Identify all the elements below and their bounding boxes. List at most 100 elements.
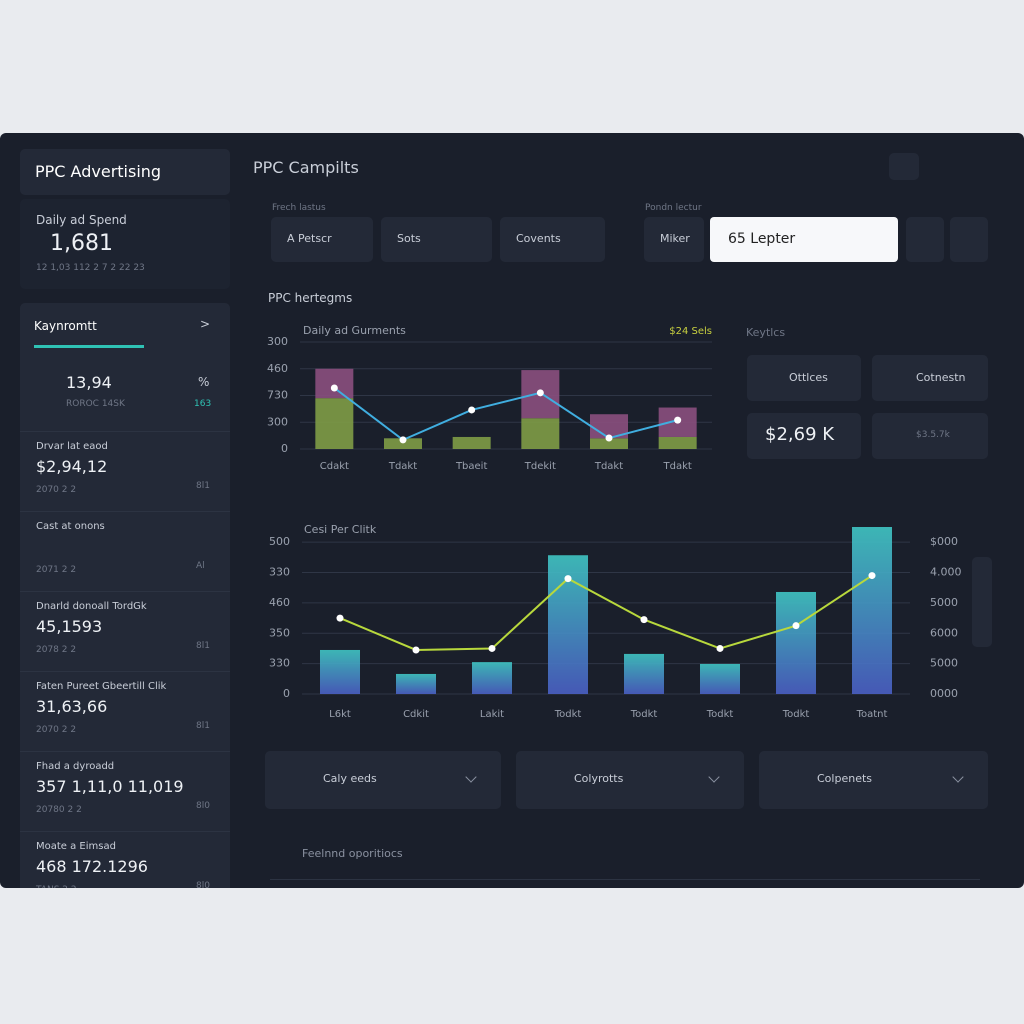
point bbox=[536, 389, 544, 397]
item-label: Dnarld donoall TordGk bbox=[36, 601, 147, 612]
item-badge: 8l0 bbox=[196, 881, 210, 888]
y-tick-label: 730 bbox=[267, 389, 288, 402]
line bbox=[339, 574, 873, 651]
bottom-card[interactable]: Caly eeds bbox=[265, 751, 501, 809]
selected-text: 65 Lepter bbox=[728, 231, 796, 247]
value: $3.5.7k bbox=[916, 430, 950, 440]
bar bbox=[521, 418, 560, 449]
brand: PPC Advertising bbox=[20, 149, 230, 195]
brand-title: PPC Advertising bbox=[35, 162, 162, 181]
divider bbox=[20, 751, 230, 752]
note: ROROC 14SK bbox=[66, 399, 125, 409]
dropdown[interactable]: A Petscr bbox=[271, 217, 373, 262]
bar bbox=[624, 653, 664, 694]
y-tick-label: 0 bbox=[281, 442, 288, 455]
bar bbox=[315, 368, 354, 399]
bar bbox=[776, 591, 816, 694]
x-tick-label: Todkt bbox=[782, 709, 810, 720]
note: 12 1,03 112 2 7 2 22 23 bbox=[36, 263, 145, 273]
card-text: Colyrotts bbox=[574, 772, 624, 785]
item-value: 45,1593 bbox=[36, 617, 103, 636]
y2-tick-label: 0000 bbox=[930, 687, 958, 700]
metrics-card: Kaynromtt > 13,94 % ROROC 14SK 163 Drvar… bbox=[20, 303, 230, 888]
selected-dropdown[interactable]: 65 Lepter bbox=[710, 217, 898, 262]
bar bbox=[590, 438, 628, 449]
y-tick-label: 330 bbox=[269, 657, 290, 670]
point bbox=[399, 436, 407, 444]
panel-card[interactable]: Ottlces bbox=[747, 355, 861, 401]
y-tick-label: 300 bbox=[267, 415, 288, 428]
panel-title: Keytlcs bbox=[746, 326, 786, 339]
item-label: Fhad a dyroadd bbox=[36, 761, 115, 772]
search-button[interactable] bbox=[889, 153, 919, 180]
y-tick-label: 350 bbox=[269, 626, 290, 639]
divider bbox=[20, 591, 230, 592]
divider bbox=[20, 431, 230, 432]
item-badge: 8l1 bbox=[196, 481, 210, 491]
y-tick-label: 500 bbox=[269, 535, 290, 548]
y-tick-label: 0 bbox=[283, 687, 290, 700]
bar bbox=[452, 436, 491, 449]
header-title: PPC Campilts bbox=[253, 158, 359, 177]
point bbox=[412, 646, 420, 654]
item-note: 2070 2 2 bbox=[36, 485, 77, 495]
item-value: 31,63,66 bbox=[36, 697, 108, 716]
card-text: Caly eeds bbox=[323, 772, 377, 785]
icon-button[interactable] bbox=[906, 217, 944, 262]
item-label: Drvar lat eaod bbox=[36, 441, 108, 452]
point bbox=[640, 616, 648, 624]
bar bbox=[852, 527, 892, 694]
x-tick-label: Todkt bbox=[554, 709, 582, 720]
item-note: 20780 2 2 bbox=[36, 805, 82, 815]
dropdown-text: A Petscr bbox=[287, 232, 332, 245]
y2-tick-label: 4.000 bbox=[930, 566, 962, 579]
bottom-card[interactable]: Colyrotts bbox=[516, 751, 744, 809]
y2-tick-label: 5000 bbox=[930, 657, 958, 670]
item-note: TANS 2 2 bbox=[36, 885, 77, 888]
bottom-card[interactable]: Colpenets bbox=[759, 751, 988, 809]
y-tick-label: 330 bbox=[269, 566, 290, 579]
panel-metric: $3.5.7k bbox=[872, 413, 988, 459]
divider bbox=[20, 671, 230, 672]
panel-card[interactable]: Cotnestn bbox=[872, 355, 988, 401]
item-note: 2070 2 2 bbox=[36, 725, 77, 735]
add-button[interactable] bbox=[950, 217, 988, 262]
dropdown-text: Miker bbox=[660, 232, 690, 245]
spend: Daily ad Spend 1,681 12 1,03 112 2 7 2 2… bbox=[20, 199, 230, 289]
point bbox=[488, 644, 496, 652]
bar bbox=[700, 663, 740, 694]
item-badge: 8l1 bbox=[196, 641, 210, 651]
tab-indicator bbox=[34, 345, 144, 348]
dropdown-text: Covents bbox=[516, 232, 561, 245]
unit: % bbox=[198, 375, 210, 389]
label: Cotnestn bbox=[916, 371, 966, 384]
x-tick-label: Toatnt bbox=[856, 709, 888, 720]
line bbox=[333, 387, 678, 442]
x-tick-label: Tdakt bbox=[594, 461, 623, 472]
chart-title: Daily ad Gurments bbox=[303, 324, 406, 337]
card-arrow[interactable]: > bbox=[200, 317, 211, 331]
dropdown[interactable]: Covents bbox=[500, 217, 605, 262]
divider bbox=[20, 831, 230, 832]
dropdown[interactable]: Miker bbox=[644, 217, 704, 262]
point bbox=[716, 644, 724, 652]
point bbox=[336, 614, 344, 622]
divider bbox=[20, 511, 230, 512]
x-tick-label: Tdekit bbox=[524, 461, 556, 472]
bar bbox=[384, 438, 422, 449]
dropdown[interactable]: Sots bbox=[381, 217, 492, 262]
section-title: PPC hertegms bbox=[268, 291, 353, 305]
x-tick-label: L6kt bbox=[329, 709, 351, 720]
item-label: Moate a Eimsad bbox=[36, 841, 116, 852]
bar bbox=[472, 662, 512, 694]
item-value: 468 172.1296 bbox=[36, 857, 148, 876]
y2-tick-label: 5000 bbox=[930, 596, 958, 609]
filter-label: Pondn lectur bbox=[645, 203, 702, 213]
item-note: 2071 2 2 bbox=[36, 565, 77, 575]
x-tick-label: Todkt bbox=[706, 709, 734, 720]
chart-title: Cesi Per Clitk bbox=[304, 523, 377, 536]
scroll-button[interactable] bbox=[972, 557, 992, 647]
item-badge: Al bbox=[196, 561, 205, 571]
item-value: $2,94,12 bbox=[36, 457, 108, 476]
